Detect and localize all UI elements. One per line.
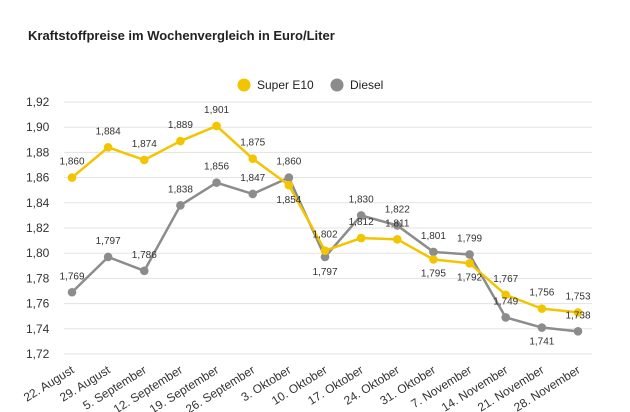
data-label-diesel: 1,856 [204, 162, 229, 173]
data-point-super-e10 [103, 143, 113, 152]
data-label-super-e10: 1,811 [385, 218, 410, 229]
y-axis: 1,72 1,74 1,76 1,78 1,80 1,82 1,84 1,86 1,88 1,90… [26, 95, 50, 361]
data-label-super-e10: 1,795 [421, 269, 446, 280]
data-label-diesel: 1,749 [493, 296, 518, 307]
gridlines [64, 101, 592, 355]
data-label-diesel: 1,830 [349, 194, 374, 205]
legend-label-super-e10: Super E10 [257, 78, 314, 92]
data-label-super-e10: 1,854 [276, 195, 301, 206]
data-label-super-e10: 1,792 [457, 272, 482, 283]
data-label-diesel: 1,822 [385, 204, 410, 215]
data-label-super-e10: 1,884 [96, 126, 121, 137]
y-tick-label: 1,82 [26, 221, 50, 235]
chart-title: Kraftstoffpreise im Wochenvergleich in E… [28, 28, 335, 43]
data-point-diesel [320, 252, 330, 262]
data-point-diesel [248, 189, 258, 199]
y-tick-label: 1,72 [26, 347, 50, 361]
data-point-diesel [139, 266, 149, 276]
data-label-super-e10: 1,767 [493, 274, 518, 285]
data-point-super-e10 [67, 173, 77, 182]
data-label-diesel: 1,847 [240, 173, 265, 184]
data-point-diesel [67, 287, 77, 297]
data-point-diesel [537, 323, 547, 332]
y-tick-label: 1,80 [26, 246, 50, 260]
data-label-super-e10: 1,756 [529, 288, 554, 299]
data-label-super-e10: 1,901 [204, 105, 229, 116]
data-point-diesel [429, 247, 438, 257]
data-label-diesel: 1,797 [312, 267, 337, 278]
data-point-diesel [392, 221, 402, 230]
data-point-diesel [573, 327, 583, 336]
series-group [67, 121, 583, 336]
data-label-diesel: 1,786 [132, 250, 157, 261]
data-label-diesel: 1,769 [59, 271, 84, 282]
y-tick-label: 1,88 [26, 145, 50, 159]
legend-label-diesel: Diesel [350, 78, 383, 92]
legend-swatch-diesel [330, 78, 344, 92]
data-point-diesel [212, 178, 221, 187]
data-point-super-e10 [139, 155, 149, 165]
data-point-super-e10 [392, 235, 402, 244]
y-tick-label: 1,92 [26, 95, 50, 109]
data-label-diesel: 1,738 [565, 310, 590, 321]
data-point-super-e10 [465, 258, 474, 268]
data-point-diesel [501, 313, 511, 322]
data-label-diesel: 1,799 [457, 233, 482, 244]
legend: Super E10 Diesel [237, 78, 383, 92]
data-label-diesel: 1,860 [276, 157, 301, 168]
data-point-diesel [465, 250, 474, 259]
data-point-super-e10 [212, 121, 221, 131]
y-tick-label: 1,74 [26, 322, 50, 336]
y-tick-label: 1,86 [26, 171, 50, 185]
data-label-super-e10: 1,802 [312, 230, 337, 241]
data-point-super-e10 [320, 246, 330, 255]
data-labels: 1,860 1,884 1,874 1,889 1,901 1,875 1,854 1,802… [59, 105, 590, 348]
data-point-super-e10 [537, 304, 547, 313]
data-point-super-e10 [284, 180, 294, 190]
data-label-diesel: 1,797 [96, 236, 121, 247]
data-point-diesel [176, 201, 185, 210]
data-point-super-e10 [429, 255, 438, 264]
legend-swatch-super-e10 [237, 78, 251, 92]
y-tick-label: 1,84 [26, 196, 50, 210]
data-point-super-e10 [573, 308, 583, 317]
data-label-diesel: 1,838 [168, 184, 193, 195]
data-point-diesel [356, 211, 366, 220]
data-point-super-e10 [356, 233, 366, 243]
data-label-super-e10: 1,875 [240, 138, 265, 149]
data-label-super-e10: 1,860 [59, 157, 84, 168]
data-label-diesel: 1,801 [421, 231, 446, 242]
data-point-diesel [103, 252, 113, 262]
data-point-super-e10 [501, 290, 511, 300]
data-label-super-e10: 1,874 [132, 139, 157, 150]
data-label-super-e10: 1,753 [565, 291, 590, 302]
data-label-diesel: 1,741 [529, 337, 554, 348]
data-point-super-e10 [248, 154, 258, 163]
y-tick-label: 1,78 [26, 271, 50, 285]
data-point-super-e10 [176, 136, 185, 146]
data-point-diesel [284, 173, 294, 182]
data-label-super-e10: 1,812 [349, 217, 374, 228]
y-tick-label: 1,90 [26, 120, 50, 134]
y-tick-label: 1,76 [26, 297, 50, 311]
data-label-super-e10: 1,889 [168, 120, 193, 131]
